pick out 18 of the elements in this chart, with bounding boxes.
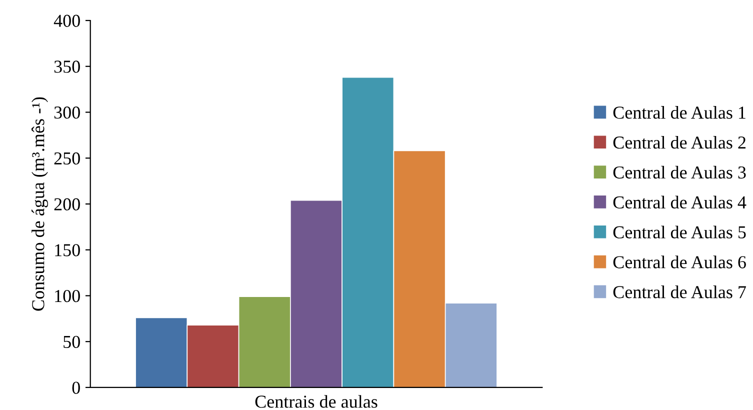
y-tick-label: 50 — [64, 336, 80, 348]
y-axis-title: Consumo de água (m³.mês -¹) — [32, 97, 48, 311]
y-tick-label: 250 — [54, 152, 80, 165]
legend-label: Central de Aulas 7 — [613, 286, 746, 298]
legend-label: Central de Aulas 1 — [613, 106, 746, 119]
y-tick-label: 0 — [72, 382, 80, 394]
y-tick-label: 350 — [54, 60, 80, 73]
legend-label: Central de Aulas 6 — [613, 256, 746, 268]
legend-label: Central de Aulas 2 — [613, 136, 746, 149]
y-tick-label: 100 — [55, 290, 80, 302]
legend-label: Central de Aulas 4 — [613, 196, 746, 208]
legend-label: Central de Aulas 3 — [613, 166, 746, 179]
y-tick-label: 150 — [55, 244, 80, 256]
y-tick-label: 200 — [54, 198, 80, 210]
x-axis-title: Centrais de aulas — [255, 395, 378, 408]
y-tick-label: 300 — [54, 106, 80, 119]
y-tick-label: 400 — [54, 14, 80, 27]
legend-label: Central de Aulas 5 — [613, 226, 746, 238]
